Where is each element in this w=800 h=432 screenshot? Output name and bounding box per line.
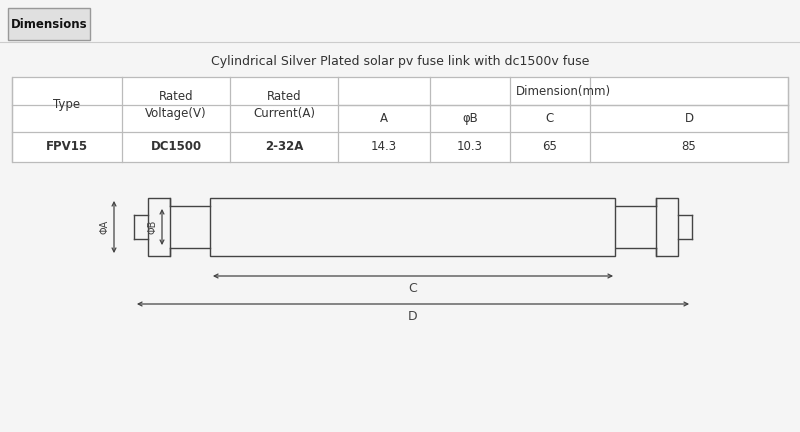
Text: D: D [685,112,694,125]
Text: Dimensions: Dimensions [10,18,87,31]
Text: D: D [408,311,418,324]
Text: DC1500: DC1500 [150,140,202,153]
Text: 65: 65 [542,140,558,153]
Bar [656,198,678,256]
Text: 85: 85 [682,140,696,153]
Text: Dimension(mm): Dimension(mm) [515,85,610,98]
Text: 2-32A: 2-32A [265,140,303,153]
Bar [12,77,788,162]
Text: φB: φB [462,112,478,125]
Text: ΦB: ΦB [148,220,158,234]
Text: C: C [546,112,554,125]
Text: 14.3: 14.3 [371,140,397,153]
Text: 10.3: 10.3 [457,140,483,153]
Bar [12,77,788,162]
Text: Rated
Voltage(V): Rated Voltage(V) [145,89,207,120]
Text: Cylindrical Silver Plated solar pv fuse link with dc1500v fuse: Cylindrical Silver Plated solar pv fuse … [211,55,589,69]
Text: C: C [409,283,418,295]
Text: Type: Type [54,98,81,111]
Text: A: A [380,112,388,125]
Bar [148,198,170,256]
Bar [210,198,615,256]
Text: FPV15: FPV15 [46,140,88,153]
Bar [8,8,90,40]
Text: ΦA: ΦA [99,220,109,234]
Text: Rated
Current(A): Rated Current(A) [253,89,315,120]
